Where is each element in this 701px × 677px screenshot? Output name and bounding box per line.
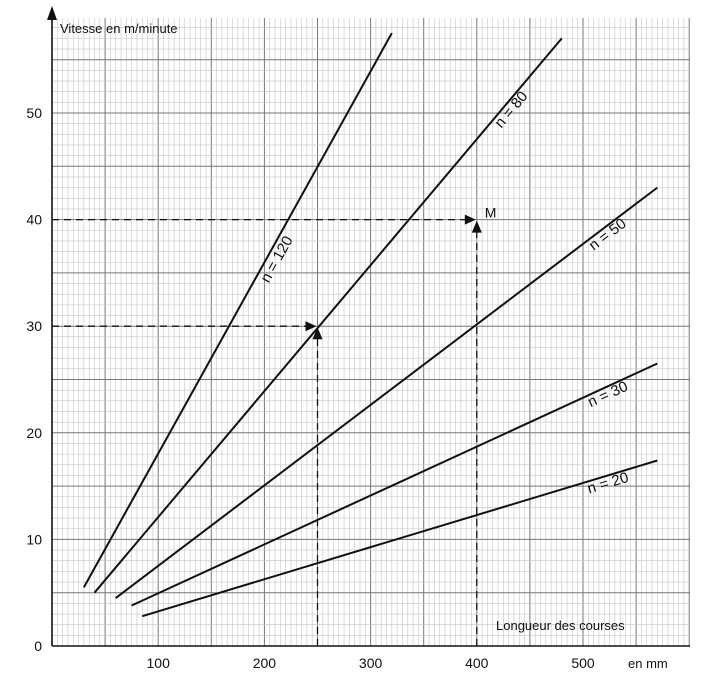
x-tick-label: 400 — [465, 655, 489, 671]
x-axis-unit: en mm — [628, 656, 668, 671]
series-line — [131, 362, 658, 607]
series-line — [82, 32, 393, 588]
series-label: n = 30 — [585, 378, 630, 411]
x-tick-label: 500 — [571, 655, 595, 671]
grid — [51, 18, 690, 647]
series-line — [93, 37, 563, 594]
x-tick-label: 200 — [253, 655, 277, 671]
series-line — [115, 186, 658, 599]
annotation-guides: M — [52, 205, 496, 646]
guide-arrow-right — [305, 321, 317, 332]
y-axis-title: Vitesse en m/minute — [60, 21, 178, 36]
y-tick-label: 30 — [26, 318, 42, 334]
series-line — [141, 459, 658, 618]
y-tick-label: 10 — [26, 531, 42, 547]
x-tick-label: 100 — [147, 655, 171, 671]
point-label-m: M — [485, 205, 497, 221]
x-tick-label: 300 — [359, 655, 383, 671]
series-label: n = 20 — [585, 469, 630, 497]
y-tick-label: 0 — [34, 638, 42, 654]
guide-arrow-up — [471, 220, 482, 233]
y-tick-label: 20 — [26, 425, 42, 441]
x-axis-title: Longueur des courses — [496, 618, 625, 633]
series-label: n = 50 — [586, 215, 630, 254]
y-tick-label: 50 — [26, 105, 42, 121]
axes — [47, 6, 690, 647]
y-axis-arrow — [47, 6, 57, 20]
y-tick-label: 40 — [26, 212, 42, 228]
tick-labels: 100 200 300 400 500 0 10 20 30 40 50 — [26, 105, 594, 671]
guide-arrow-right — [464, 214, 476, 225]
series-label: n = 80 — [491, 88, 531, 131]
guide-arrow-up — [312, 327, 323, 340]
